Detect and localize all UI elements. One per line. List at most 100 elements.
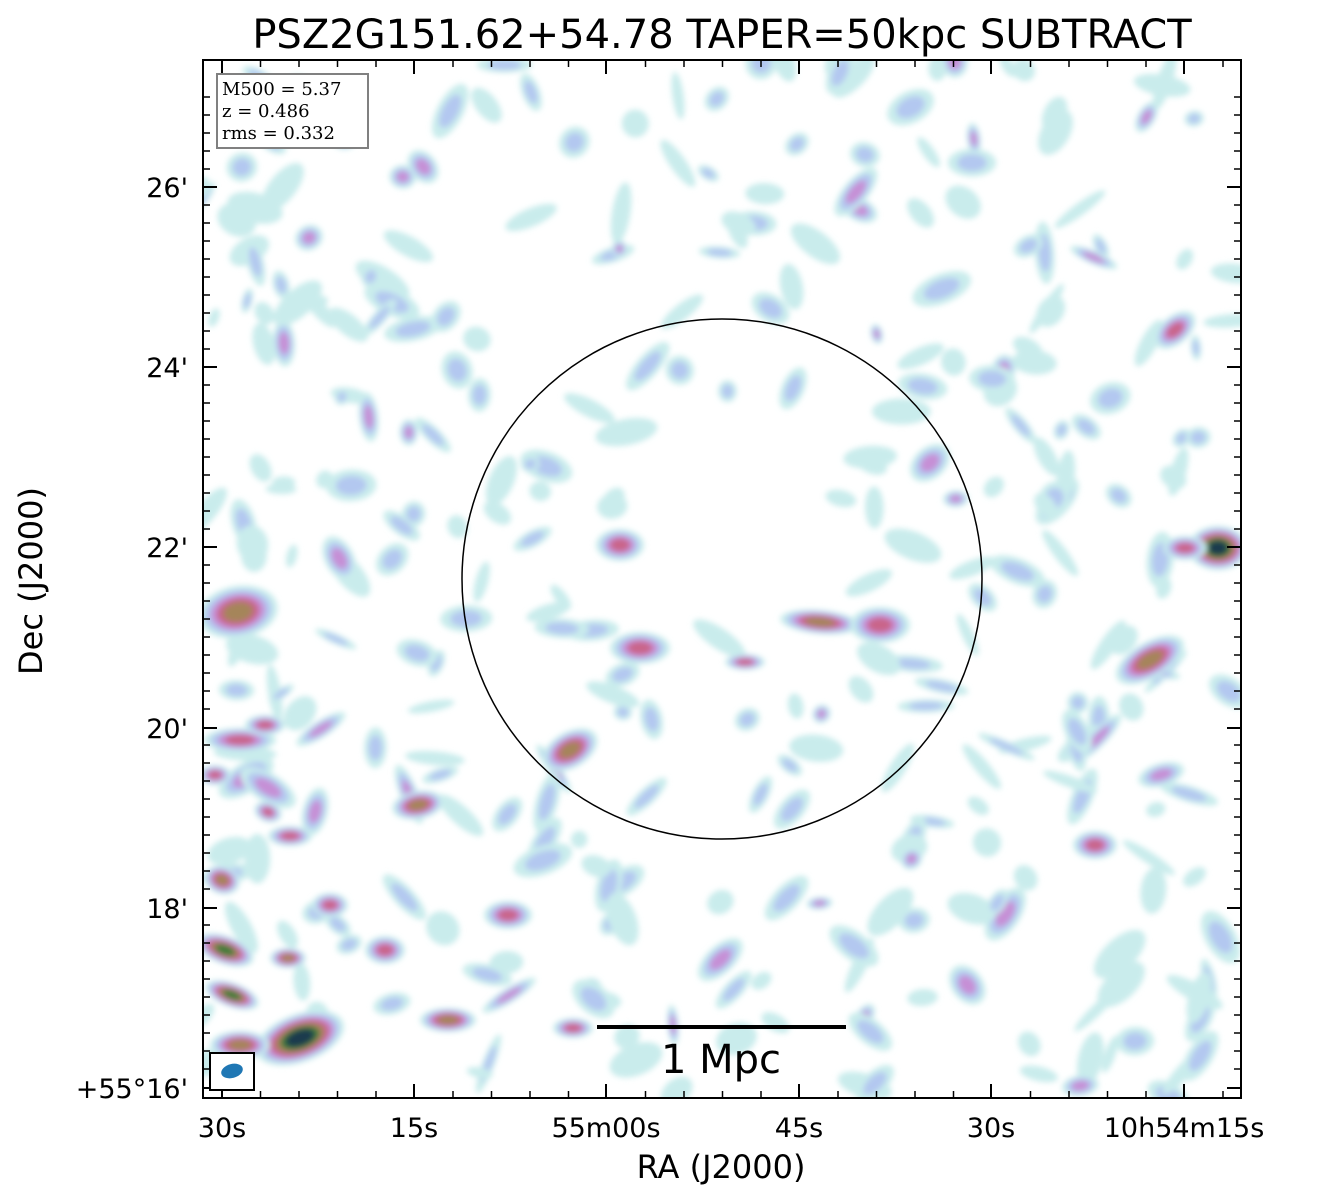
emission-blob: [1175, 543, 1195, 553]
emission-blob: [701, 168, 715, 179]
emission-blob: [1160, 465, 1187, 489]
emission-blob: [1166, 322, 1184, 338]
emission-blob: [605, 893, 639, 946]
emission-blob: [369, 306, 390, 329]
emission-blob: [884, 528, 942, 563]
emission-blob: [376, 944, 394, 956]
emission-blob: [559, 741, 581, 759]
emission-blob: [1085, 839, 1105, 851]
emission-blob: [1208, 540, 1228, 556]
emission-blob: [972, 828, 1002, 857]
emission-blob: [839, 933, 869, 959]
emission-blob: [550, 584, 572, 610]
emission-blob: [408, 799, 428, 811]
emission-blob: [873, 329, 880, 339]
emission-blob: [610, 538, 630, 552]
emission-blob: [223, 602, 253, 622]
emission-blob: [586, 681, 640, 708]
emission-blob: [999, 60, 1017, 77]
emission-blob: [973, 588, 992, 606]
emission-blob: [739, 712, 755, 727]
plot-area: [202, 59, 1242, 1099]
emission-blob: [383, 230, 434, 263]
emission-blob: [335, 475, 367, 496]
emission-blob: [644, 707, 659, 732]
emission-blob: [498, 803, 517, 825]
emission-blob: [498, 909, 518, 921]
emission-blob: [1093, 929, 1146, 979]
emission-blob: [463, 326, 491, 352]
y-tick-labels: 26' 24' 22' 20' 18' +55°16': [76, 173, 188, 1105]
emission-blob: [529, 481, 551, 501]
chart-title: PSZ2G151.62+54.78 TAPER=50kpc SUBTRACT: [252, 12, 1192, 58]
emission-blob: [1038, 109, 1073, 156]
emission-blob: [1192, 339, 1200, 356]
emission-blob: [323, 632, 349, 646]
emission-blob: [1018, 1031, 1041, 1057]
emission-blob: [789, 734, 844, 762]
emission-blob: [753, 783, 768, 806]
emission-blob: [957, 154, 987, 172]
y-tick-label: 22': [146, 533, 188, 564]
emission-blob: [447, 358, 467, 382]
scale-bar-label: 1 Mpc: [661, 1037, 781, 1083]
emission-blob: [1210, 263, 1241, 284]
emission-blob: [405, 750, 465, 766]
emission-blob: [545, 622, 579, 635]
emission-blob: [422, 424, 444, 446]
emission-blob: [472, 967, 503, 982]
emission-blob: [1137, 650, 1163, 670]
emission-blob: [920, 453, 940, 472]
emission-blob: [450, 610, 483, 627]
emission-blob: [285, 1028, 315, 1048]
emission-blob: [845, 180, 867, 204]
emission-blob: [439, 94, 462, 128]
emission-blob: [283, 696, 317, 731]
emission-blob: [614, 1024, 640, 1049]
emission-blob: [265, 484, 297, 495]
emission-blob: [1090, 620, 1126, 670]
emission-blob: [848, 675, 874, 703]
emission-blob: [867, 887, 914, 936]
emission-blob: [1122, 840, 1176, 876]
emission-blob: [831, 60, 849, 86]
emission-blob: [1019, 238, 1038, 254]
emission-blob: [721, 211, 756, 236]
emission-blob: [341, 938, 357, 951]
emission-blob: [660, 1076, 693, 1098]
info-redshift: z = 0.486: [222, 101, 310, 122]
y-tick-label: 18': [146, 894, 188, 925]
info-m500: M500 = 5.37: [222, 79, 341, 100]
x-tick-label: 30s: [967, 1113, 1015, 1144]
emission-blob: [627, 641, 653, 655]
emission-blob: [278, 331, 290, 355]
emission-blob: [570, 830, 588, 848]
emission-blob: [1146, 801, 1166, 818]
emission-blob: [617, 707, 629, 718]
emission-blob: [526, 602, 571, 622]
emission-blob: [282, 294, 329, 313]
emission-blob: [917, 137, 940, 168]
emission-blob: [496, 986, 522, 1004]
r500-circle: [461, 318, 983, 840]
emission-blob: [1141, 109, 1152, 125]
emission-blob: [780, 797, 804, 822]
emission-blob: [396, 171, 410, 183]
emission-blob: [1011, 414, 1030, 437]
emission-blob: [368, 735, 383, 761]
emission-blob: [224, 901, 258, 954]
emission-blob: [466, 1066, 493, 1079]
emission-blob: [716, 1022, 757, 1056]
emission-blob: [1171, 786, 1207, 802]
emission-blob: [1155, 1086, 1182, 1098]
emission-blob: [962, 744, 1002, 790]
emission-blob: [897, 343, 944, 370]
emission-blob: [256, 720, 274, 730]
emission-blob: [437, 1015, 459, 1025]
y-axis-label: Dec (J2000): [12, 487, 50, 675]
emission-blob: [845, 569, 893, 597]
emission-blob: [857, 1020, 884, 1044]
emission-blob: [406, 506, 421, 522]
emission-blob: [805, 617, 835, 627]
